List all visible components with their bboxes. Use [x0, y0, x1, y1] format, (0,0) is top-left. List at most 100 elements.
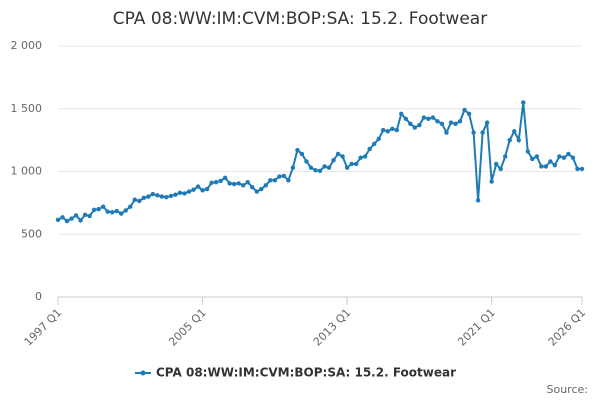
- x-tick-label: 1997 Q1: [22, 306, 65, 349]
- source: Source:: [547, 383, 589, 396]
- data-point: [493, 161, 499, 167]
- data-point: [177, 190, 183, 196]
- data-point: [390, 126, 395, 132]
- data-point: [60, 215, 65, 220]
- data-point: [164, 195, 169, 200]
- data-point: [263, 183, 268, 188]
- data-point: [557, 154, 562, 159]
- data-point: [539, 164, 544, 169]
- data-point: [471, 130, 476, 135]
- data-point: [435, 119, 440, 124]
- data-point: [335, 151, 341, 157]
- data-point: [575, 166, 580, 172]
- data-point: [272, 178, 278, 183]
- data-point: [358, 155, 363, 160]
- x-tick-label: 2021 Q1: [455, 306, 498, 349]
- data-point: [218, 178, 223, 184]
- data-point: [430, 115, 436, 120]
- data-point: [489, 179, 494, 184]
- data-point: [543, 164, 549, 169]
- data-point: [259, 186, 264, 192]
- data-point: [268, 178, 273, 183]
- data-point: [480, 130, 485, 135]
- y-tick-label: 1 500: [11, 102, 43, 115]
- data-point: [372, 141, 377, 147]
- data-point: [110, 210, 115, 215]
- data-point: [82, 212, 88, 217]
- y-tick-label: 0: [35, 290, 42, 303]
- data-point: [444, 130, 449, 135]
- data-point: [105, 209, 110, 214]
- data-point: [503, 154, 508, 159]
- y-tick-label: 1 000: [11, 165, 43, 178]
- data-point: [331, 158, 336, 163]
- chart-title: CPA 08:WW:IM:CVM:BOP:SA: 15.2. Footwear: [113, 9, 487, 29]
- series-line: [57, 102, 582, 223]
- data-point: [376, 136, 381, 142]
- data-point: [137, 198, 142, 204]
- x-tick-label: 2005 Q1: [166, 306, 209, 349]
- data-point: [421, 115, 427, 120]
- data-point: [521, 100, 526, 105]
- data-point: [367, 146, 372, 152]
- data-point: [173, 192, 178, 197]
- y-tick-label: 500: [21, 227, 42, 240]
- data-point: [213, 179, 219, 185]
- y-tick-label: 2 000: [11, 39, 43, 52]
- data-point: [462, 107, 467, 113]
- data-point: [168, 193, 174, 199]
- data-point: [204, 186, 210, 192]
- data-point: [448, 120, 454, 125]
- data-point: [534, 154, 540, 159]
- data-point: [516, 137, 521, 143]
- data-point: [475, 198, 481, 203]
- data-point: [512, 129, 517, 134]
- data-point: [304, 159, 309, 164]
- data-point: [119, 211, 124, 216]
- data-point: [87, 213, 92, 219]
- data-point: [91, 207, 97, 212]
- data-point: [281, 173, 287, 179]
- data-point: [146, 194, 151, 199]
- data-point: [426, 116, 431, 121]
- data-point: [182, 191, 187, 196]
- data-point: [412, 125, 418, 130]
- data-point: [385, 129, 390, 134]
- data-point: [236, 181, 241, 186]
- data-point: [417, 122, 422, 128]
- data-point: [453, 121, 458, 127]
- data-point: [73, 213, 79, 218]
- data-point: [209, 180, 214, 185]
- data-point: [55, 217, 61, 223]
- data-point: [114, 208, 119, 214]
- data-point: [507, 137, 512, 143]
- data-point: [552, 163, 558, 168]
- data-point: [403, 116, 409, 121]
- data-point: [570, 155, 576, 160]
- data-point: [313, 168, 318, 173]
- data-point: [200, 188, 205, 193]
- data-point: [322, 164, 327, 169]
- data-point: [286, 178, 291, 183]
- data-point: [317, 168, 323, 174]
- data-point: [394, 127, 399, 133]
- data-point: [241, 183, 246, 188]
- data-point: [159, 194, 165, 199]
- data-point: [561, 155, 567, 160]
- data-point: [150, 191, 156, 197]
- data-point: [457, 119, 463, 124]
- data-point: [466, 111, 472, 116]
- data-point: [195, 184, 201, 189]
- data-point: [579, 166, 585, 172]
- data-point: [250, 184, 255, 190]
- data-point: [525, 149, 530, 154]
- data-point: [290, 165, 296, 170]
- data-point: [254, 189, 259, 194]
- legend-label: CPA 08:WW:IM:CVM:BOP:SA: 15.2. Footwear: [156, 366, 456, 380]
- data-point: [222, 175, 228, 180]
- data-point: [227, 181, 232, 186]
- data-point: [344, 165, 350, 170]
- data-point: [277, 174, 282, 179]
